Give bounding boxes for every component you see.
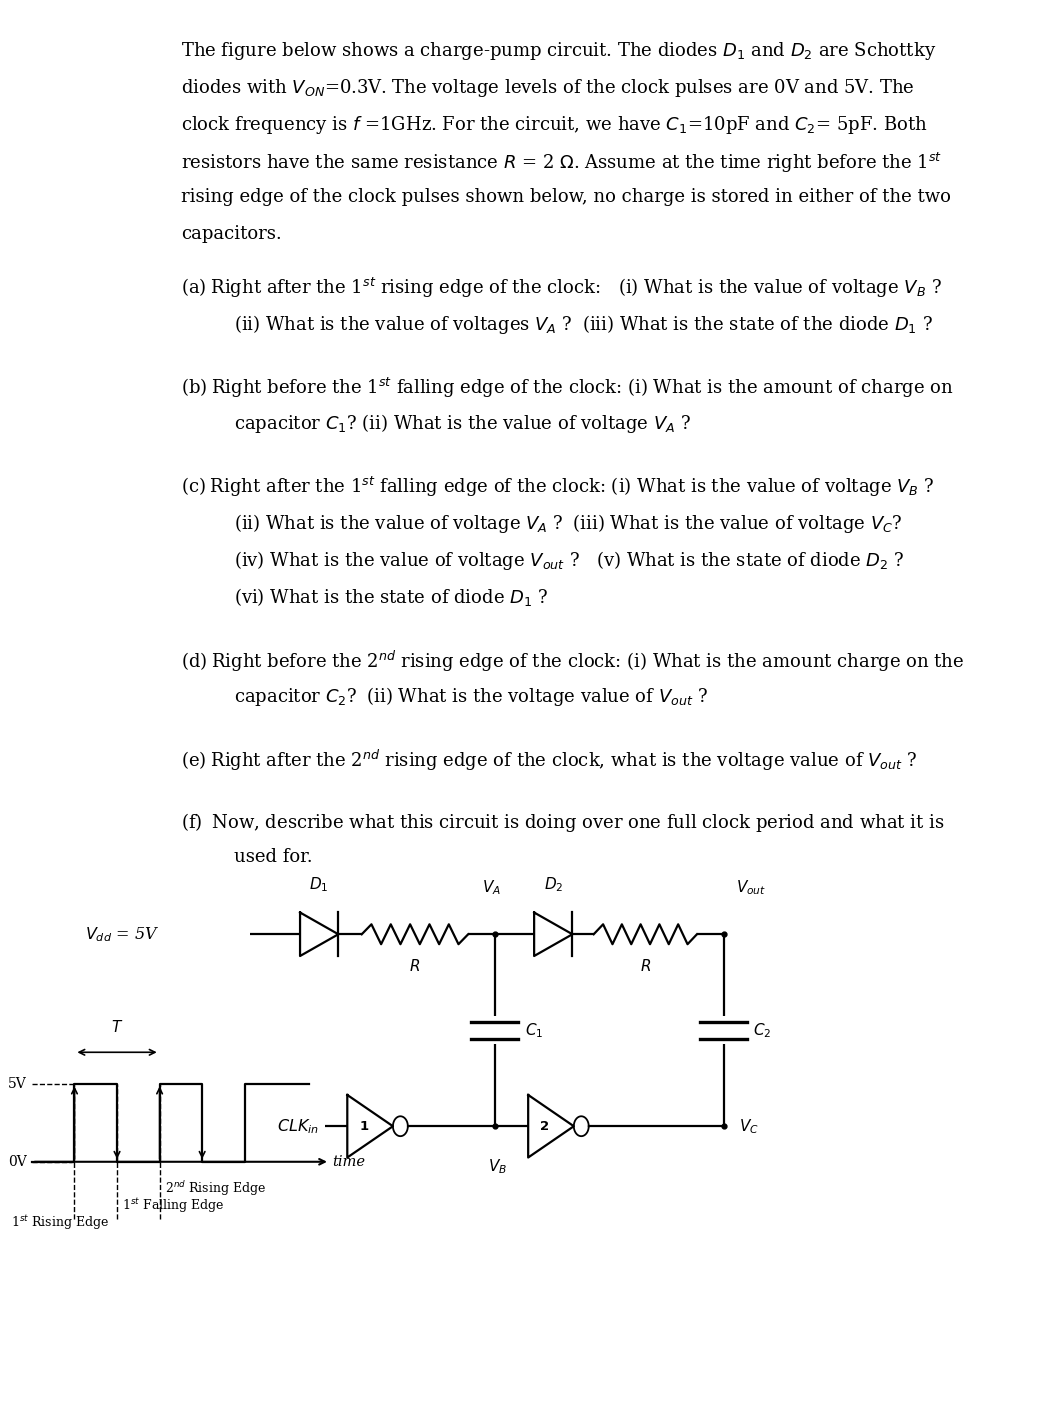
Text: time: time (332, 1155, 365, 1169)
Text: 1$^{st}$ Falling Edge: 1$^{st}$ Falling Edge (122, 1196, 225, 1214)
Text: $CLK_{in}$: $CLK_{in}$ (278, 1116, 319, 1136)
Text: (e)$\;$Right after the 2$^{nd}$ rising edge of the clock, what is the voltage va: (e)$\;$Right after the 2$^{nd}$ rising e… (181, 748, 917, 774)
Text: $V_{out}$: $V_{out}$ (736, 879, 766, 897)
Text: $V_C$: $V_C$ (739, 1116, 760, 1136)
Text: $C_1$: $C_1$ (525, 1021, 543, 1039)
Text: clock frequency is $f$ =1GHz. For the circuit, we have $C_1$=10pF and $C_2$= 5pF: clock frequency is $f$ =1GHz. For the ci… (181, 114, 928, 135)
Text: 5V: 5V (7, 1076, 27, 1091)
Text: 2: 2 (541, 1119, 549, 1133)
Text: (f)$\;\;$Now, describe what this circuit is doing over one full clock period and: (f)$\;\;$Now, describe what this circuit… (181, 811, 945, 833)
Text: The figure below shows a charge-pump circuit. The diodes $D_1$ and $D_2$ are Sch: The figure below shows a charge-pump cir… (181, 40, 936, 61)
Text: $D_2$: $D_2$ (544, 876, 563, 894)
Text: 1$^{st}$ Rising Edge: 1$^{st}$ Rising Edge (11, 1213, 109, 1231)
Text: rising edge of the clock pulses shown below, no charge is stored in either of th: rising edge of the clock pulses shown be… (181, 188, 951, 206)
Text: 1: 1 (360, 1119, 368, 1133)
Text: used for.: used for. (234, 848, 313, 866)
Text: 0V: 0V (7, 1155, 27, 1169)
Text: diodes with $V_{ON}$=0.3V. The voltage levels of the clock pulses are 0V and 5V.: diodes with $V_{ON}$=0.3V. The voltage l… (181, 77, 914, 98)
Text: capacitor $C_1$? (ii) What is the value of voltage $V_A$ ?: capacitor $C_1$? (ii) What is the value … (234, 412, 692, 435)
Text: (vi) What is the state of diode $D_1$ ?: (vi) What is the state of diode $D_1$ ? (234, 586, 548, 607)
Text: 2$^{nd}$ Rising Edge: 2$^{nd}$ Rising Edge (165, 1179, 266, 1197)
Text: $R$: $R$ (410, 958, 420, 974)
Text: resistors have the same resistance $R$ = 2 $\Omega$. Assume at the time right be: resistors have the same resistance $R$ =… (181, 151, 942, 175)
Text: $V_B$: $V_B$ (488, 1158, 508, 1176)
Text: (b)$\;$Right before the 1$^{st}$ falling edge of the clock: (i) What is the amou: (b)$\;$Right before the 1$^{st}$ falling… (181, 375, 953, 400)
Text: $V_{dd}$ = 5V: $V_{dd}$ = 5V (85, 924, 160, 944)
Text: capacitors.: capacitors. (181, 225, 282, 243)
Text: capacitor $C_2$?$\;$ (ii) What is the voltage value of $V_{out}$ ?: capacitor $C_2$?$\;$ (ii) What is the vo… (234, 685, 708, 708)
Text: (ii) What is the value of voltages $V_A$ ?$\;$ (iii) What is the state of the di: (ii) What is the value of voltages $V_A$… (234, 313, 933, 336)
Text: (d)$\;$Right before the 2$^{nd}$ rising edge of the clock: (i) What is the amoun: (d)$\;$Right before the 2$^{nd}$ rising … (181, 648, 964, 674)
Text: (ii) What is the value of voltage $V_A$ ?$\;$ (iii) What is the value of voltage: (ii) What is the value of voltage $V_A$ … (234, 512, 902, 535)
Text: $C_2$: $C_2$ (753, 1021, 771, 1039)
Text: $V_A$: $V_A$ (482, 879, 501, 897)
Text: $R$: $R$ (639, 958, 651, 974)
Text: $D_1$: $D_1$ (310, 876, 329, 894)
Text: (iv) What is the value of voltage $V_{out}$ ?$\quad$(v) What is the state of dio: (iv) What is the value of voltage $V_{ou… (234, 549, 904, 572)
Text: (a)$\;$Right after the 1$^{st}$ rising edge of the clock:$\quad$(i) What is the : (a)$\;$Right after the 1$^{st}$ rising e… (181, 276, 942, 300)
Text: (c)$\;$Right after the 1$^{st}$ falling edge of the clock: (i) What is the value: (c)$\;$Right after the 1$^{st}$ falling … (181, 475, 934, 499)
Text: $T$: $T$ (111, 1020, 123, 1035)
